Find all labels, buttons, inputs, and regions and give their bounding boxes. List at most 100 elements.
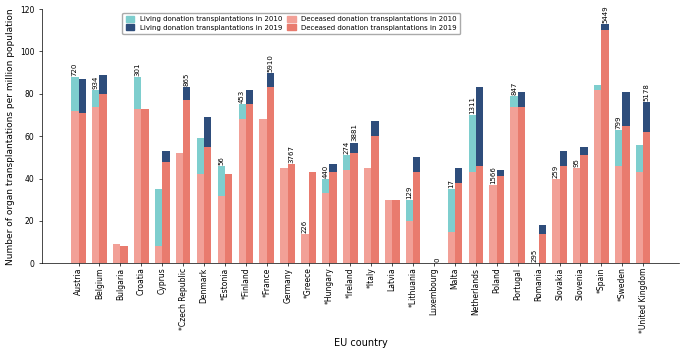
Bar bbox=[490, 185, 497, 263]
Text: 5449: 5449 bbox=[602, 5, 608, 23]
Bar bbox=[560, 151, 566, 166]
Text: 865: 865 bbox=[184, 73, 190, 86]
Text: 226: 226 bbox=[302, 219, 308, 233]
Text: 295: 295 bbox=[532, 249, 538, 262]
Bar bbox=[92, 107, 99, 263]
Bar bbox=[204, 147, 212, 263]
Bar bbox=[246, 90, 253, 104]
Bar bbox=[413, 158, 421, 172]
Bar bbox=[197, 138, 204, 175]
Bar bbox=[343, 170, 351, 263]
Bar bbox=[113, 244, 121, 263]
Bar bbox=[615, 166, 622, 263]
Bar bbox=[238, 104, 246, 119]
Bar bbox=[406, 200, 413, 221]
Bar bbox=[476, 87, 483, 166]
Legend: Living donation transplantations in 2010, Living donation transplantations in 20: Living donation transplantations in 2010… bbox=[122, 12, 460, 34]
Text: 847: 847 bbox=[511, 81, 517, 95]
Bar bbox=[266, 73, 274, 87]
Text: 301: 301 bbox=[135, 62, 140, 76]
Bar bbox=[288, 164, 295, 263]
Bar bbox=[497, 176, 504, 263]
Bar bbox=[322, 193, 329, 263]
Bar bbox=[134, 109, 141, 263]
Bar bbox=[594, 85, 601, 90]
X-axis label: EU country: EU country bbox=[334, 338, 388, 348]
Bar bbox=[643, 132, 651, 263]
Text: 453: 453 bbox=[239, 90, 245, 103]
Text: 56: 56 bbox=[219, 156, 224, 165]
Bar bbox=[636, 145, 643, 172]
Bar bbox=[71, 111, 79, 263]
Text: 259: 259 bbox=[553, 164, 559, 177]
Text: 934: 934 bbox=[92, 75, 99, 88]
Bar bbox=[225, 175, 232, 263]
Text: 129: 129 bbox=[406, 185, 412, 199]
Bar bbox=[552, 178, 560, 263]
Bar bbox=[601, 30, 609, 263]
Bar bbox=[469, 172, 476, 263]
Bar bbox=[622, 92, 630, 126]
Bar bbox=[371, 121, 379, 136]
Bar bbox=[518, 92, 525, 107]
Bar bbox=[538, 225, 546, 234]
Bar bbox=[601, 24, 609, 30]
Bar bbox=[497, 170, 504, 176]
Bar bbox=[594, 90, 601, 263]
Bar bbox=[141, 109, 149, 263]
Text: 17: 17 bbox=[448, 179, 454, 188]
Bar bbox=[351, 143, 358, 153]
Text: 1566: 1566 bbox=[490, 166, 496, 184]
Bar bbox=[385, 200, 393, 263]
Text: 5178: 5178 bbox=[644, 83, 650, 101]
Bar bbox=[622, 126, 630, 263]
Text: 799: 799 bbox=[616, 115, 621, 129]
Bar bbox=[447, 189, 455, 232]
Bar bbox=[580, 147, 588, 155]
Bar bbox=[246, 104, 253, 263]
Bar bbox=[176, 153, 183, 263]
Bar bbox=[393, 200, 399, 263]
Bar bbox=[183, 87, 190, 100]
Bar bbox=[134, 77, 141, 109]
Bar bbox=[155, 246, 162, 263]
Bar bbox=[364, 168, 371, 263]
Bar bbox=[538, 234, 546, 263]
Bar bbox=[79, 79, 86, 113]
Bar bbox=[92, 90, 99, 107]
Bar bbox=[413, 172, 421, 263]
Bar bbox=[260, 119, 266, 263]
Bar bbox=[329, 164, 337, 172]
Bar bbox=[301, 234, 308, 263]
Bar bbox=[162, 151, 169, 162]
Bar bbox=[99, 94, 107, 263]
Bar bbox=[636, 172, 643, 263]
Text: 3767: 3767 bbox=[288, 145, 295, 163]
Bar bbox=[197, 175, 204, 263]
Bar bbox=[79, 113, 86, 263]
Text: 274: 274 bbox=[344, 141, 350, 154]
Bar bbox=[518, 107, 525, 263]
Text: 3881: 3881 bbox=[351, 124, 357, 142]
Bar bbox=[238, 119, 246, 263]
Bar bbox=[329, 172, 337, 263]
Bar bbox=[351, 153, 358, 263]
Bar bbox=[308, 172, 316, 263]
Bar bbox=[406, 221, 413, 263]
Bar bbox=[510, 107, 518, 263]
Bar bbox=[469, 115, 476, 172]
Text: 5910: 5910 bbox=[267, 54, 273, 72]
Bar bbox=[218, 166, 225, 195]
Bar bbox=[218, 195, 225, 263]
Bar bbox=[580, 155, 588, 263]
Bar bbox=[183, 100, 190, 263]
Bar bbox=[71, 77, 79, 111]
Bar bbox=[510, 96, 518, 107]
Bar bbox=[615, 130, 622, 166]
Text: 95: 95 bbox=[574, 158, 580, 167]
Bar bbox=[447, 232, 455, 263]
Bar bbox=[322, 178, 329, 193]
Bar bbox=[121, 246, 127, 263]
Bar bbox=[280, 168, 288, 263]
Y-axis label: Number of organ transplantations per million population: Number of organ transplantations per mil… bbox=[5, 8, 14, 264]
